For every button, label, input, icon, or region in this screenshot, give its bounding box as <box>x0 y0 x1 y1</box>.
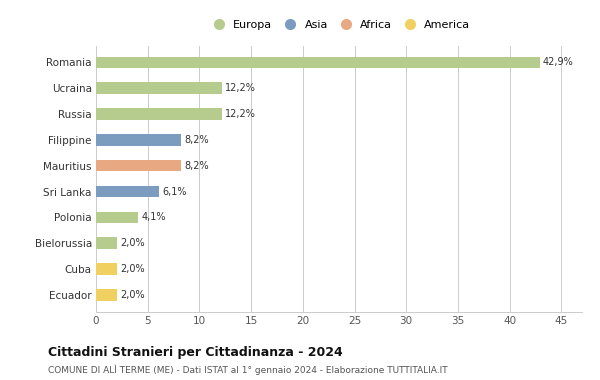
Text: 42,9%: 42,9% <box>543 57 574 67</box>
Bar <box>96 212 139 223</box>
Bar <box>96 134 181 146</box>
Legend: Europa, Asia, Africa, America: Europa, Asia, Africa, America <box>204 17 474 33</box>
Text: Cittadini Stranieri per Cittadinanza - 2024: Cittadini Stranieri per Cittadinanza - 2… <box>48 346 343 359</box>
Text: 8,2%: 8,2% <box>184 161 209 171</box>
Bar <box>96 82 222 94</box>
Text: 8,2%: 8,2% <box>184 135 209 145</box>
Text: COMUNE DI ALÌ TERME (ME) - Dati ISTAT al 1° gennaio 2024 - Elaborazione TUTTITAL: COMUNE DI ALÌ TERME (ME) - Dati ISTAT al… <box>48 365 448 375</box>
Bar <box>96 108 222 120</box>
Bar <box>96 263 116 275</box>
Text: 12,2%: 12,2% <box>225 83 256 93</box>
Bar <box>96 289 116 301</box>
Text: 2,0%: 2,0% <box>120 264 145 274</box>
Text: 12,2%: 12,2% <box>225 109 256 119</box>
Bar <box>96 160 181 171</box>
Bar <box>96 57 539 68</box>
Text: 2,0%: 2,0% <box>120 290 145 300</box>
Text: 6,1%: 6,1% <box>162 187 187 196</box>
Bar <box>96 238 116 249</box>
Bar <box>96 186 159 197</box>
Text: 2,0%: 2,0% <box>120 238 145 248</box>
Text: 4,1%: 4,1% <box>142 212 166 222</box>
